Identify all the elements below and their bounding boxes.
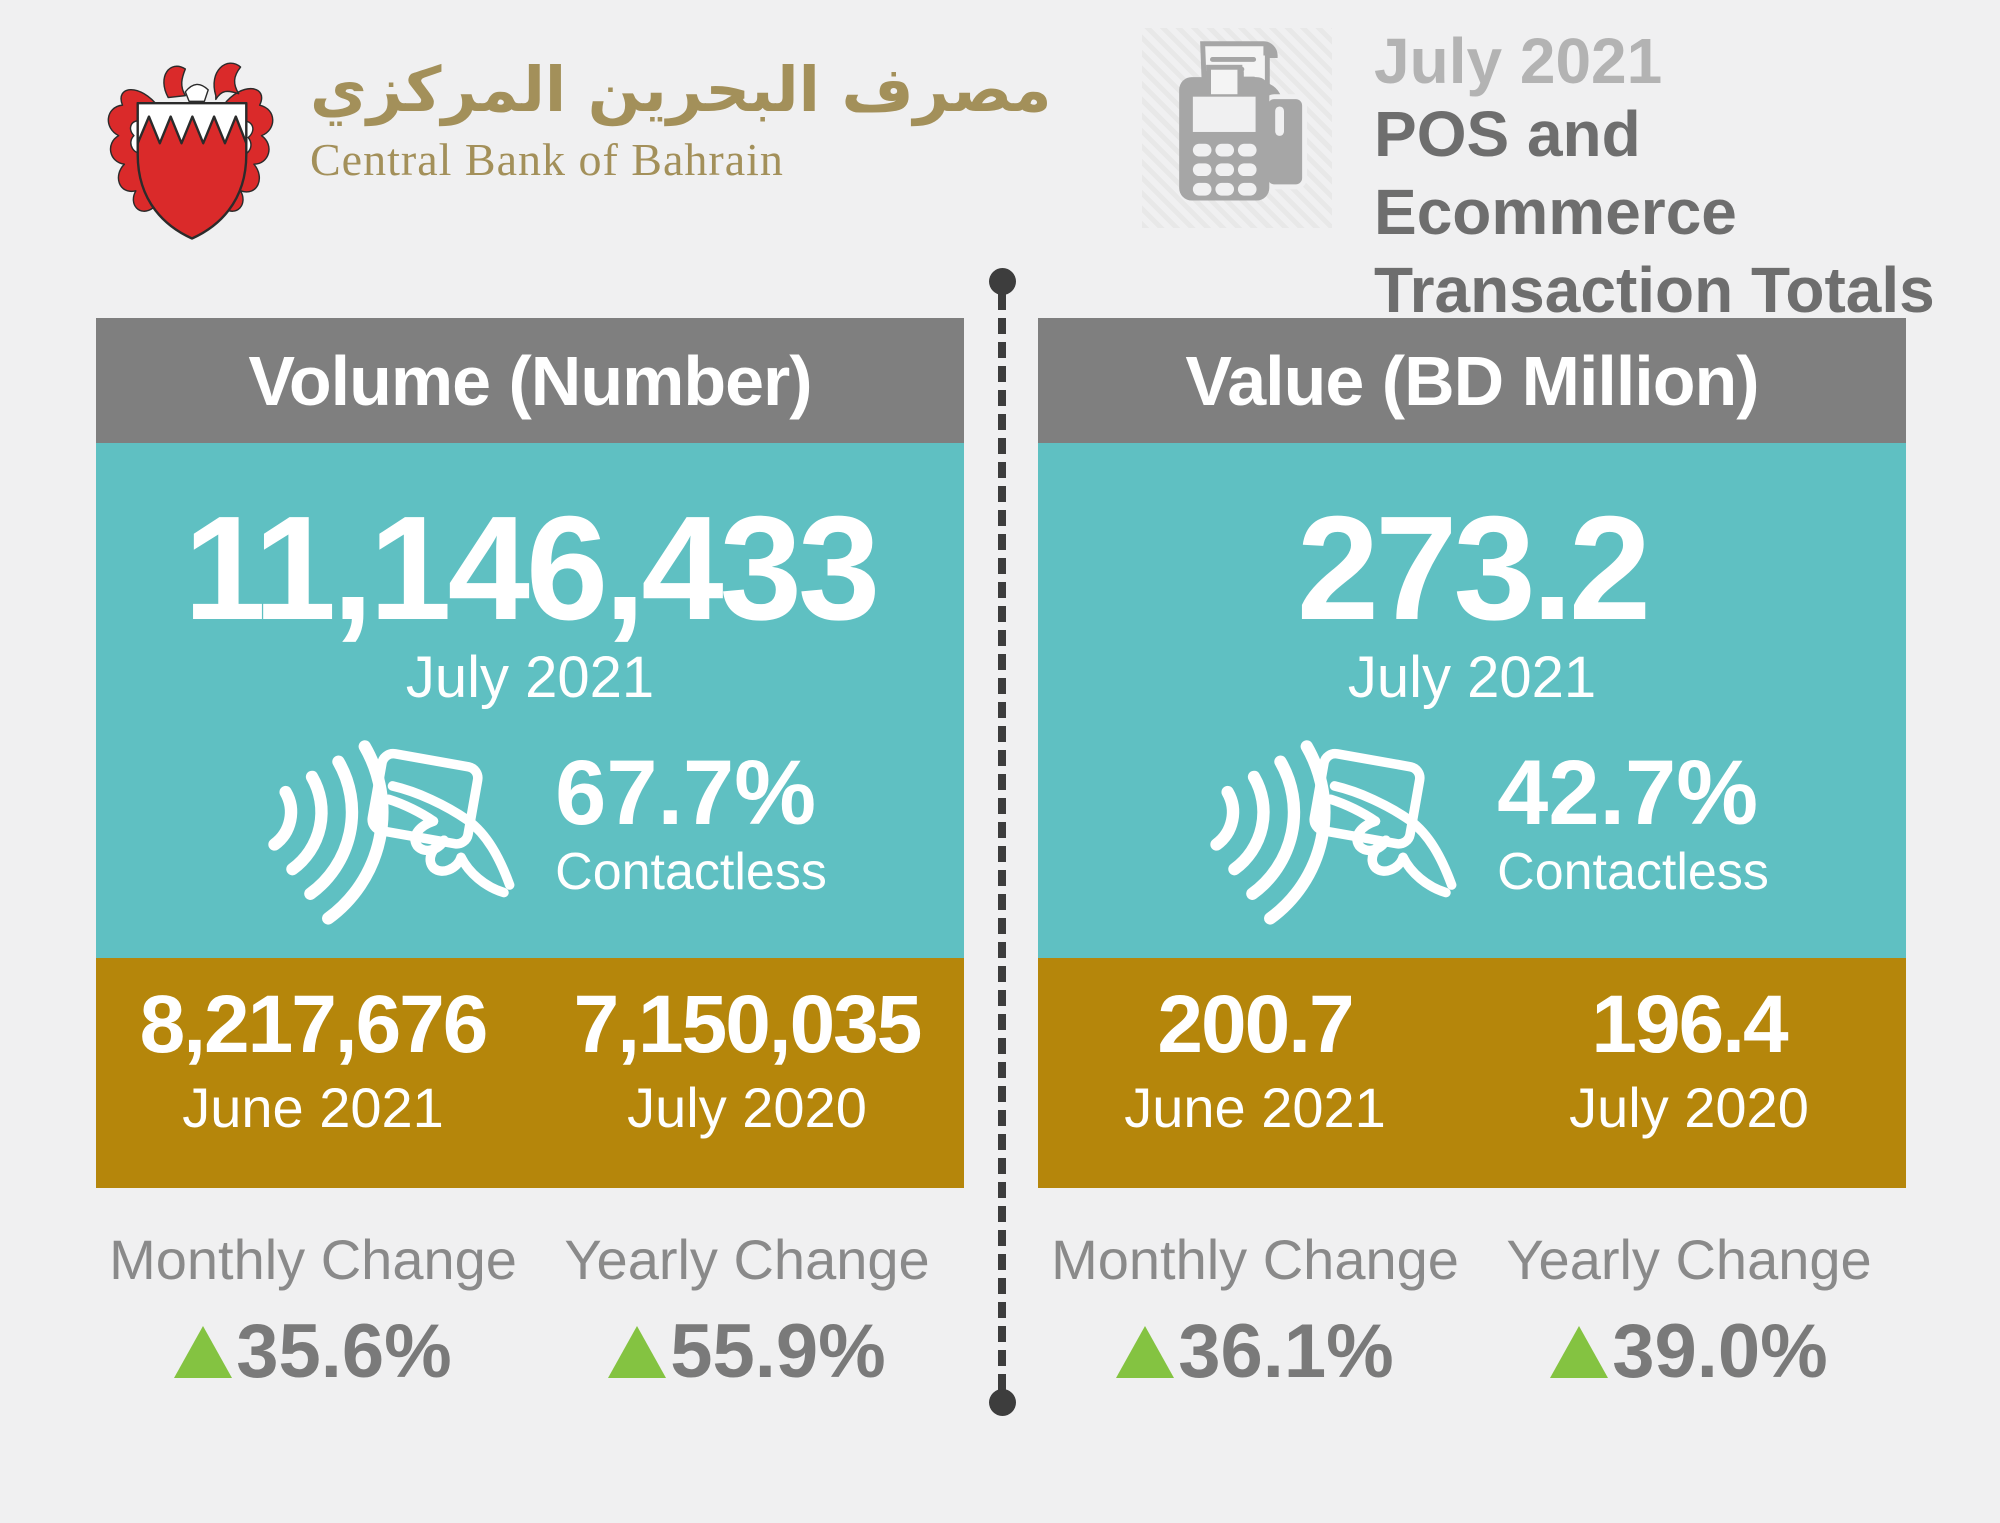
report-title-line2: Transaction Totals	[1374, 254, 1935, 327]
volume-current-value: 11,146,433	[183, 486, 881, 651]
volume-previous-year: 7,150,035 July 2020	[530, 958, 964, 1188]
volume-previous-month: 8,217,676 June 2021	[96, 958, 530, 1188]
panel-divider	[989, 268, 1016, 1416]
volume-previous-block: 8,217,676 June 2021 7,150,035 July 2020	[96, 958, 964, 1188]
value-panel: Value (BD Million) 273.2 July 2021	[1038, 318, 1906, 1390]
value-monthly-change: Monthly Change 36.1%	[1051, 1228, 1459, 1394]
increase-arrow-icon	[174, 1326, 233, 1378]
brand-name-english: Central Bank of Bahrain	[310, 134, 784, 186]
report-title-line1: POS and Ecommerce	[1374, 98, 1737, 249]
value-contactless-label: Contactless	[1497, 843, 1769, 902]
volume-contactless-percent: 67.7%	[555, 742, 817, 845]
contactless-icon	[268, 740, 515, 925]
value-current-block: 273.2 July 2021	[1038, 443, 1906, 958]
volume-previous-year-value: 7,150,035	[573, 979, 923, 1070]
value-previous-block: 200.7 June 2021 196.4 July 2020	[1038, 958, 1906, 1188]
contactless-icon	[1210, 740, 1457, 925]
volume-current-block: 11,146,433 July 2021	[96, 443, 964, 958]
value-panel-title: Value (BD Million)	[1038, 318, 1906, 443]
value-previous-month-label: June 2021	[1124, 1076, 1386, 1139]
volume-previous-month-label: June 2021	[182, 1076, 444, 1139]
pos-terminal-icon	[1142, 28, 1332, 228]
volume-monthly-change: Monthly Change 35.6%	[109, 1228, 517, 1394]
volume-previous-month-value: 8,217,676	[139, 979, 489, 1070]
report-period: July 2021	[1374, 25, 1663, 97]
value-current-label: July 2021	[1347, 645, 1597, 710]
brand-name-arabic: مصرف البحرين المركزي	[310, 53, 1052, 126]
value-previous-month: 200.7 June 2021	[1038, 958, 1472, 1188]
value-yearly-change: Yearly Change 39.0%	[1506, 1228, 1872, 1394]
value-changes: Monthly Change 36.1% Yearly Change 39.0%	[1038, 1188, 1906, 1390]
value-previous-year-value: 196.4	[1591, 979, 1788, 1070]
value-previous-year-label: July 2020	[1569, 1076, 1809, 1139]
value-previous-month-value: 200.7	[1157, 979, 1354, 1070]
increase-arrow-icon	[1116, 1326, 1175, 1378]
volume-panel-title: Volume (Number)	[96, 318, 964, 443]
value-current-value: 273.2	[1296, 486, 1651, 651]
volume-contactless-label: Contactless	[555, 843, 827, 902]
volume-previous-year-label: July 2020	[627, 1076, 867, 1139]
volume-changes: Monthly Change 35.6% Yearly Change 55.9%	[96, 1188, 964, 1390]
cbb-brand: مصرف البحرين المركزي Central Bank of Bah…	[92, 48, 1052, 248]
report-header: July 2021 POS and Ecommerce Transaction …	[1142, 25, 2000, 329]
volume-current-label: July 2021	[405, 645, 655, 710]
increase-arrow-icon	[1550, 1326, 1609, 1378]
volume-panel: Volume (Number) 11,146,433 July 2021	[96, 318, 964, 1390]
volume-yearly-change: Yearly Change 55.9%	[564, 1228, 930, 1394]
cbb-crest-icon	[107, 62, 274, 240]
value-previous-year: 196.4 July 2020	[1472, 958, 1906, 1188]
increase-arrow-icon	[608, 1326, 667, 1378]
value-contactless-percent: 42.7%	[1497, 742, 1759, 845]
